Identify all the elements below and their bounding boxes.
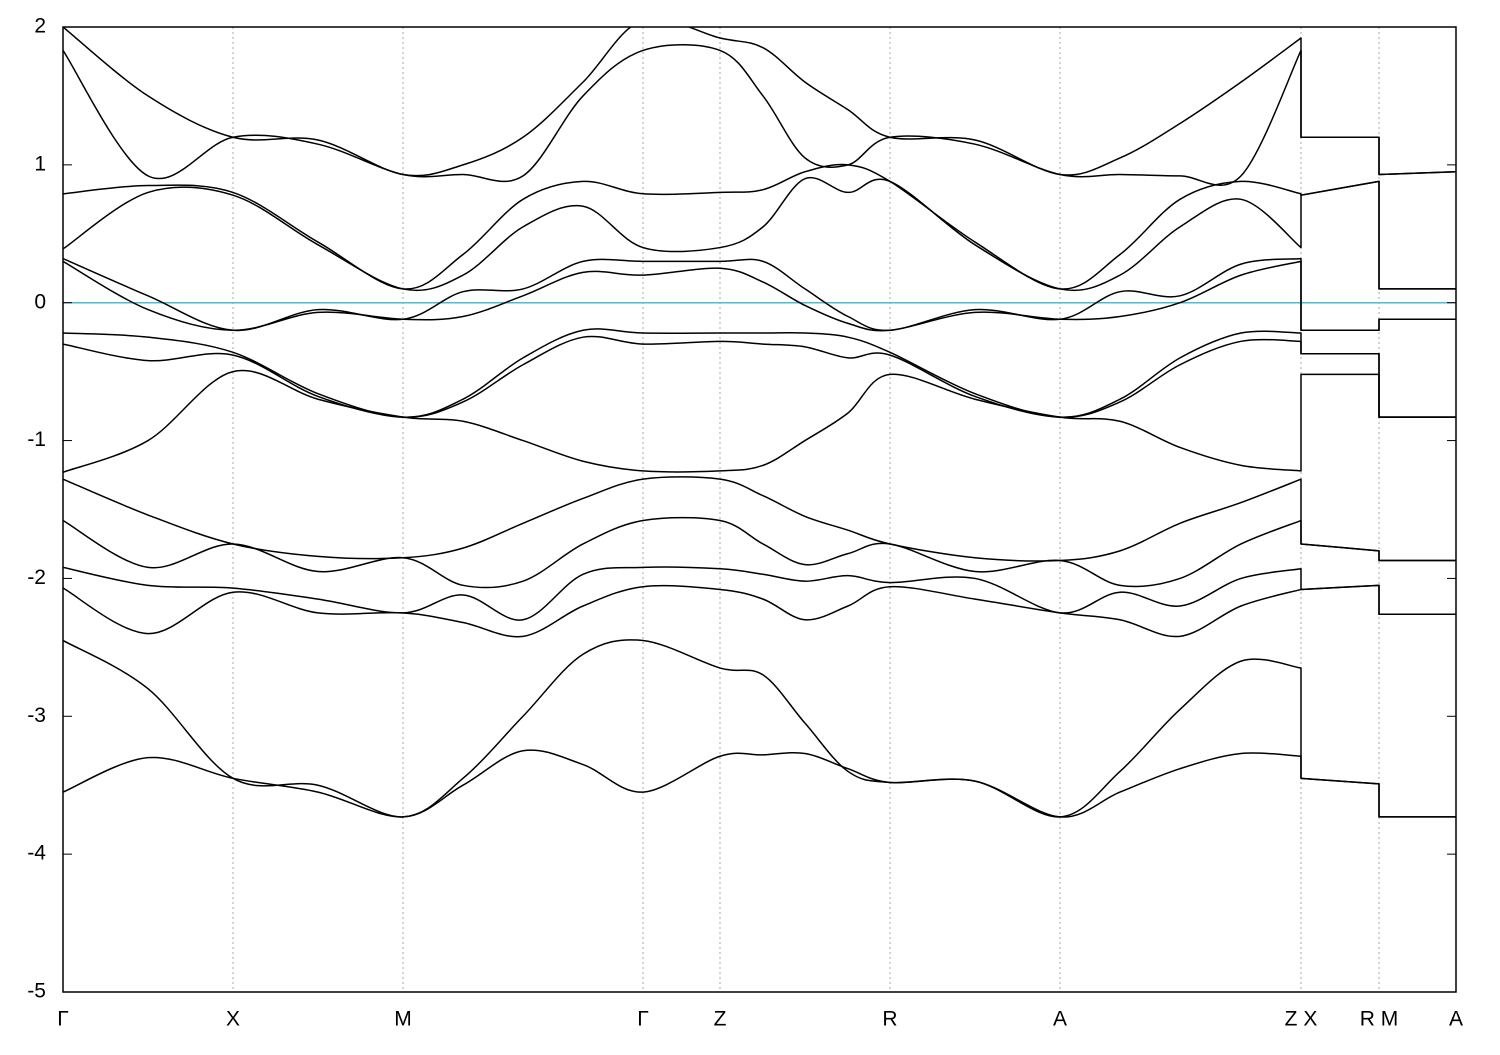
x-tick-label: Γ [637,1008,649,1031]
band-line [63,44,1456,186]
x-tick-label: A [1053,1008,1067,1031]
band-line [63,476,1456,562]
axes: Γ X M Γ Z R A Z X R M A -5 -4 -3 -2 -1 0 1 2 [27,15,1463,1031]
y-tick-label: -5 [27,980,46,1003]
y-tick-label: 2 [34,15,46,38]
band-line [63,639,1456,818]
x-tick-label: X [226,1008,240,1031]
bands [63,27,1456,818]
y-tick-label: -2 [27,566,46,589]
band-line [63,566,1456,621]
x-tick-label: Z [714,1008,727,1031]
plot-frame [62,26,1457,993]
y-tick-label: 1 [34,152,46,175]
x-tick-label: A [1449,1008,1463,1031]
band-line [63,584,1456,638]
y-tick-label: 0 [34,290,46,313]
band-line [63,27,1456,177]
band-line [63,328,1456,418]
y-tick-label: -3 [27,704,46,727]
x-tick-label: R [882,1008,897,1031]
band-line [63,260,1456,332]
x-tick-label: R M [1360,1008,1399,1031]
band-line [63,516,1456,589]
y-tick-label: -4 [27,842,46,865]
band-line [63,163,1456,290]
band-line [63,176,1456,292]
band-line [63,749,1456,818]
band-line [63,335,1456,418]
y-tick-label: -1 [27,428,46,451]
band-line [63,369,1456,473]
x-tick-label: Z X [1285,1008,1318,1031]
band-line [63,257,1456,332]
x-tick-label: Γ [57,1008,69,1031]
x-tick-label: M [394,1008,412,1031]
